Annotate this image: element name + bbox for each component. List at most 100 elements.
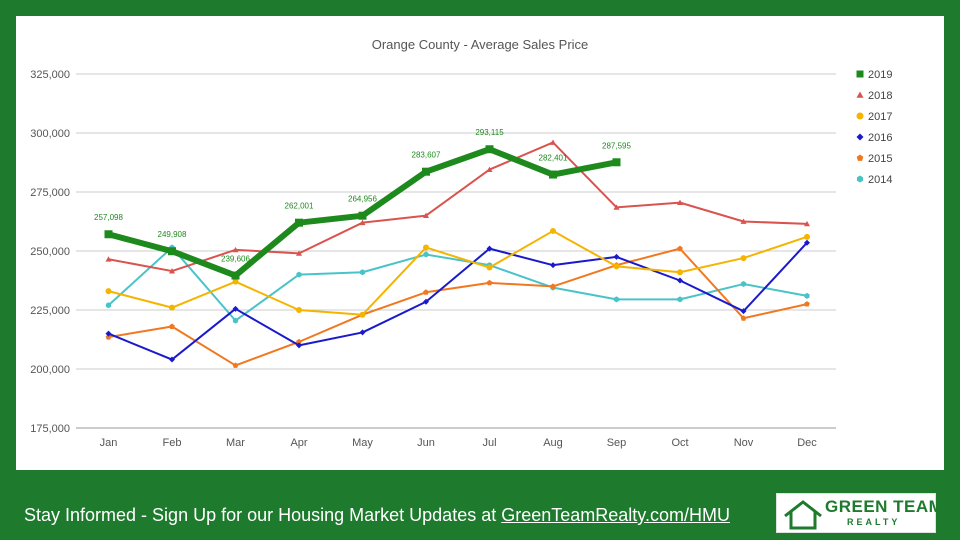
series-line xyxy=(107,246,808,322)
data-point xyxy=(296,307,302,313)
data-point xyxy=(296,338,302,345)
hmu-signup-link[interactable]: GreenTeamRealty.com/HMU xyxy=(501,505,730,525)
data-point xyxy=(232,317,239,324)
data-point xyxy=(231,271,240,280)
y-tick-label: 275,000 xyxy=(30,187,70,199)
data-point xyxy=(168,247,176,256)
data-point xyxy=(740,308,747,315)
legend-marker xyxy=(856,133,864,141)
x-tick-label: May xyxy=(352,437,373,449)
data-point xyxy=(550,283,556,289)
data-point xyxy=(613,296,620,303)
data-point xyxy=(423,212,429,218)
data-point xyxy=(232,362,239,368)
x-tick-label: Feb xyxy=(163,437,182,449)
data-point xyxy=(359,219,366,226)
legend-item-2018: 2018 xyxy=(856,90,892,102)
legend-marker xyxy=(856,175,864,183)
data-point xyxy=(804,301,810,307)
series-lines xyxy=(104,139,810,368)
data-point xyxy=(485,145,494,154)
data-point xyxy=(358,211,367,220)
logo-subtitle: REALTY xyxy=(847,517,901,527)
data-point xyxy=(105,288,112,295)
data-point xyxy=(740,281,747,288)
data-point xyxy=(740,315,747,321)
legend-marker xyxy=(856,91,864,98)
data-point xyxy=(613,253,620,260)
green-team-realty-logo[interactable]: GREEN TEAM REALTY xyxy=(776,493,943,533)
data-point xyxy=(232,246,239,253)
data-point xyxy=(677,199,683,206)
data-labels: 257,098 249,908 239,606 262,001 264,956 283,6… xyxy=(94,128,631,263)
data-point xyxy=(550,139,556,145)
footer-cta-text: Stay Informed - Sign Up for our Housing … xyxy=(24,505,502,525)
y-tick-label: 325,000 xyxy=(30,69,70,81)
data-point xyxy=(550,262,556,269)
data-point xyxy=(423,289,429,295)
gridlines xyxy=(76,73,836,429)
series-2016 xyxy=(105,239,810,363)
data-point xyxy=(740,218,747,224)
x-tick-label: Mar xyxy=(226,437,245,449)
data-point xyxy=(359,329,366,336)
data-point xyxy=(804,292,810,299)
y-tick-label: 175,000 xyxy=(30,423,70,435)
legend-label: 2014 xyxy=(868,174,892,186)
legend-item-2019: 2019 xyxy=(856,69,892,81)
x-tick-label: Dec xyxy=(797,437,817,449)
data-point xyxy=(677,296,683,303)
x-tick-label: Jun xyxy=(417,437,435,449)
series-line xyxy=(108,242,808,361)
data-point xyxy=(296,342,302,349)
data-point xyxy=(677,245,683,252)
chart-panel: Orange County - Average Sales Price 175,… xyxy=(16,16,944,470)
data-point xyxy=(105,334,112,340)
data-label: 264,956 xyxy=(348,195,377,204)
data-point xyxy=(359,311,366,318)
data-point xyxy=(423,298,429,305)
y-tick-label: 300,000 xyxy=(30,128,70,140)
legend-marker xyxy=(856,154,864,161)
data-point xyxy=(169,268,175,274)
legend-label: 2018 xyxy=(868,90,892,102)
series-line xyxy=(108,141,808,273)
data-label: 257,098 xyxy=(94,213,123,222)
data-point xyxy=(549,170,557,179)
series-2018 xyxy=(105,139,810,274)
data-point xyxy=(296,250,302,256)
series-2019 xyxy=(104,145,621,280)
data-point xyxy=(613,204,620,210)
axes: 175,000 200,000 225,000 250,000 275,000 300,0… xyxy=(30,69,817,449)
data-point xyxy=(105,302,112,309)
series-2015 xyxy=(105,245,810,368)
x-tick-label: Apr xyxy=(290,437,307,449)
legend-item-2014: 2014 xyxy=(856,174,892,186)
data-point xyxy=(423,244,429,251)
footer-cta: Stay Informed - Sign Up for our Housing … xyxy=(24,505,730,526)
x-tick-label: Oct xyxy=(671,437,688,449)
data-point xyxy=(169,323,175,329)
legend-marker xyxy=(856,112,864,120)
data-point xyxy=(105,330,112,337)
data-point xyxy=(804,239,810,246)
data-point xyxy=(423,251,429,258)
legend-label: 2015 xyxy=(868,153,892,165)
data-point xyxy=(422,167,430,176)
data-label: 283,607 xyxy=(412,151,441,160)
data-point xyxy=(677,277,683,284)
data-point xyxy=(804,220,810,227)
data-point xyxy=(104,230,113,239)
data-point xyxy=(613,263,620,270)
x-tick-label: Aug xyxy=(543,437,563,449)
legend-label: 2016 xyxy=(868,132,892,144)
series-line xyxy=(108,247,808,367)
data-point xyxy=(740,255,747,262)
data-point xyxy=(804,233,810,240)
y-tick-label: 200,000 xyxy=(30,364,70,376)
line-chart: Orange County - Average Sales Price 175,… xyxy=(30,37,892,449)
data-point xyxy=(169,356,175,363)
legend-marker xyxy=(856,70,864,78)
legend-label: 2017 xyxy=(868,111,892,123)
data-point xyxy=(232,305,239,312)
